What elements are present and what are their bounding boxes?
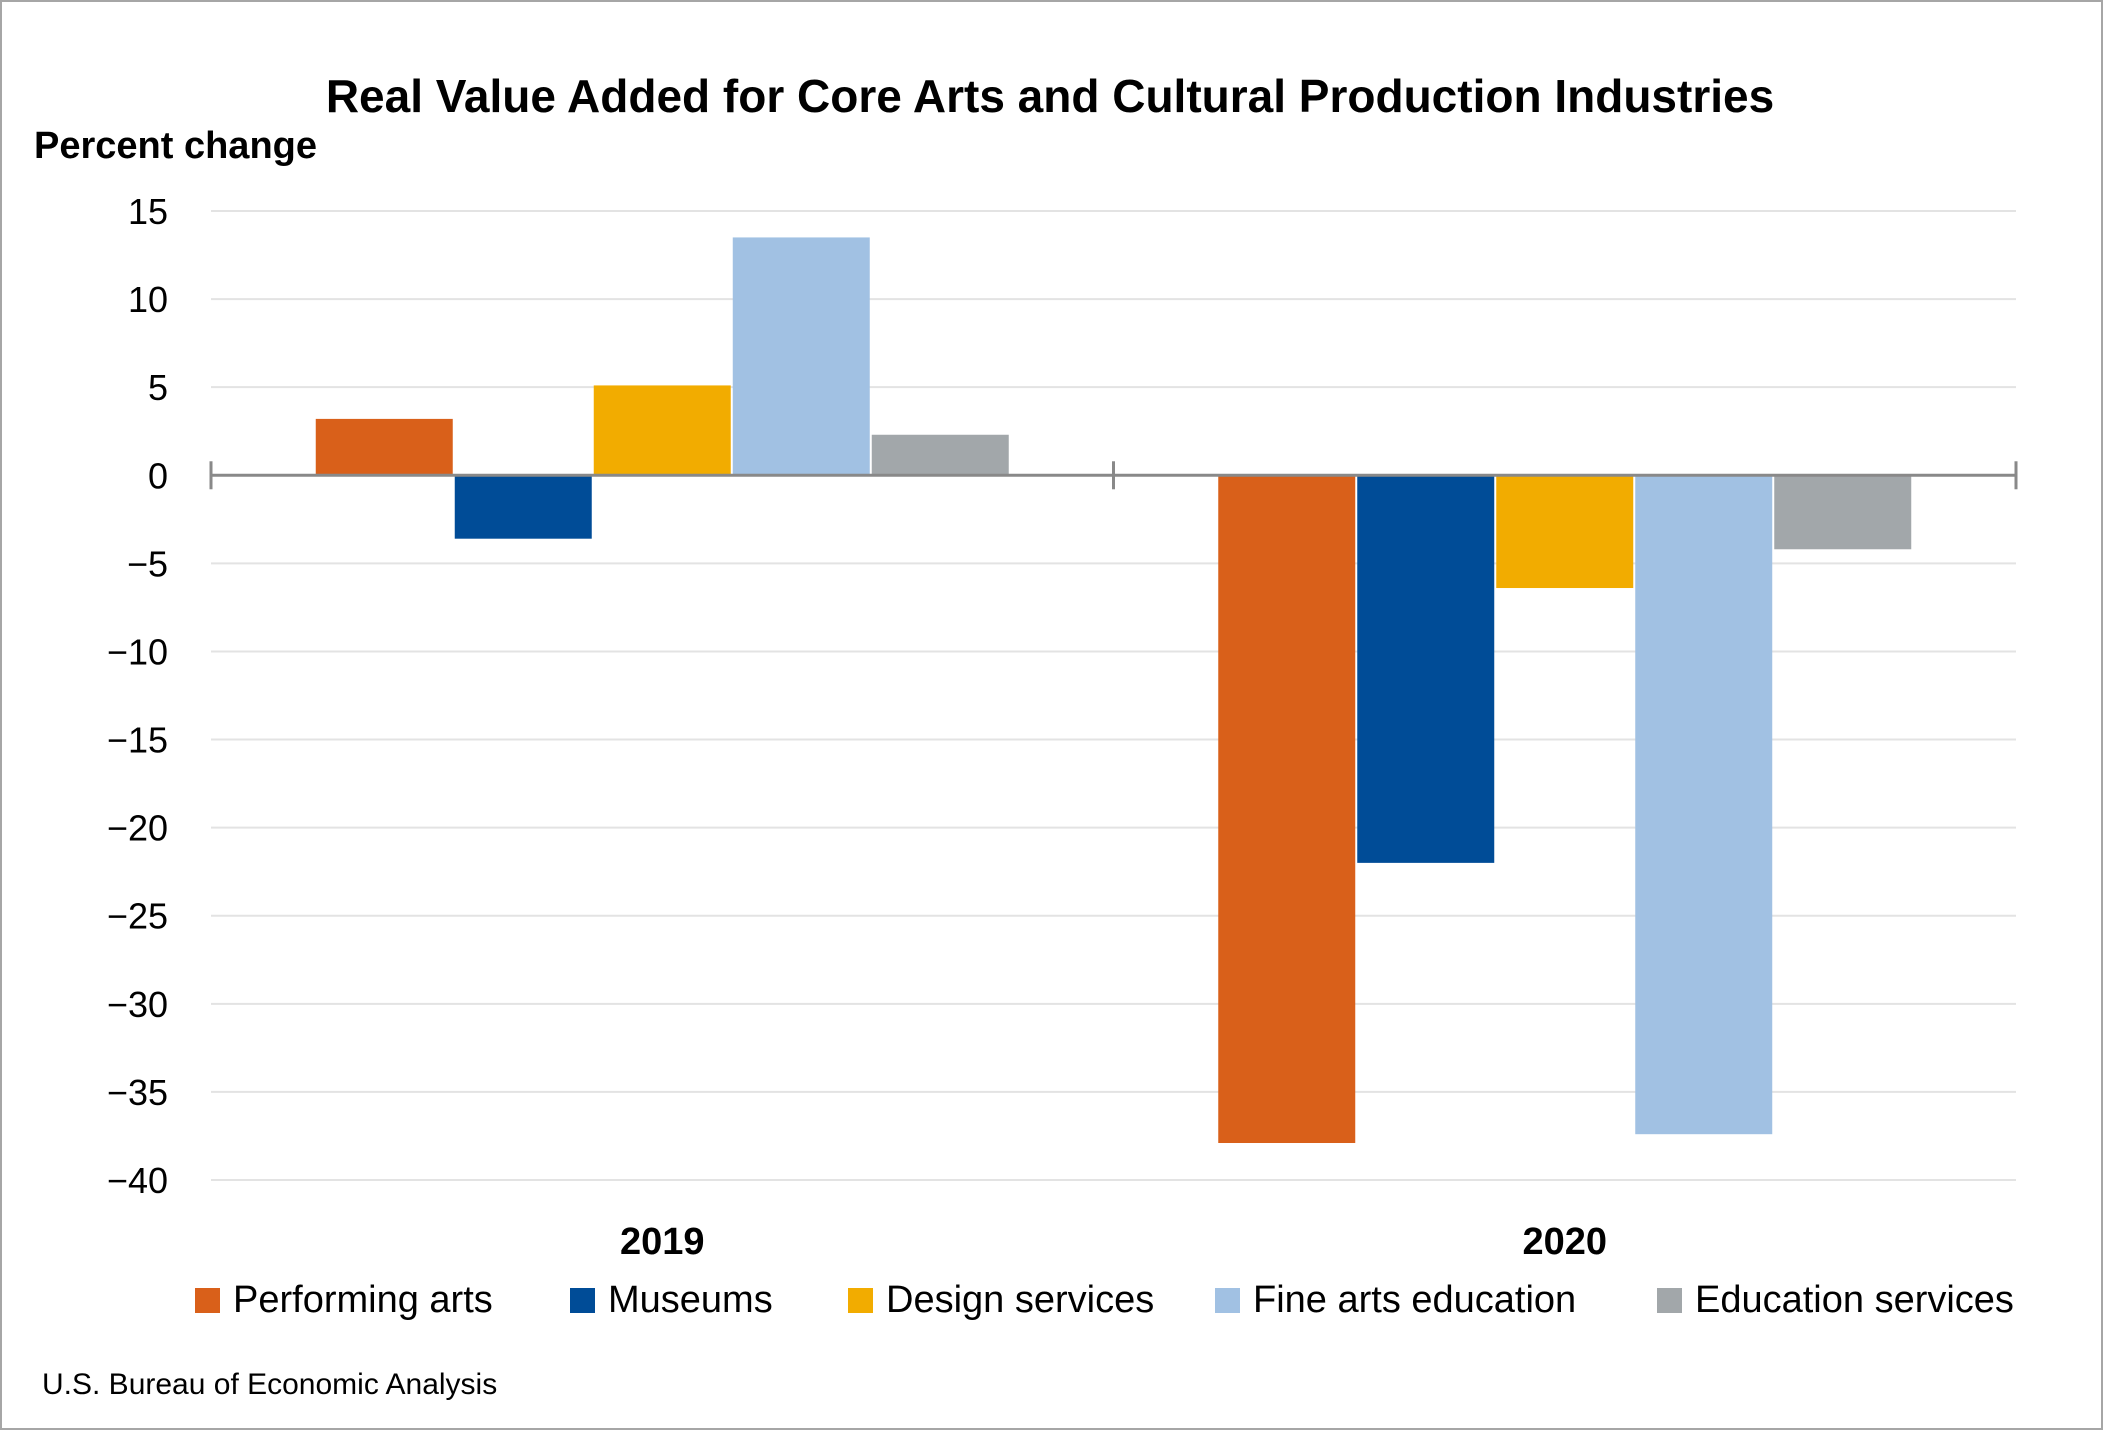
- legend-swatch: [1657, 1288, 1682, 1313]
- legend-item: Museums: [570, 1279, 773, 1321]
- legend-swatch: [195, 1288, 220, 1313]
- x-tick-label: 2019: [620, 1221, 705, 1263]
- chart-title: Real Value Added for Core Arts and Cultu…: [326, 70, 1774, 122]
- legend-label: Design services: [886, 1279, 1154, 1321]
- y-tick-label: −30: [107, 984, 168, 1025]
- source-note: U.S. Bureau of Economic Analysis: [42, 1368, 497, 1401]
- x-axis-labels: 2019 2020: [620, 1221, 1607, 1263]
- y-tick-label: −40: [107, 1160, 168, 1201]
- bar-museums-2019: [454, 475, 592, 539]
- x-tick-label: 2020: [1522, 1221, 1607, 1263]
- legend-item: Design services: [848, 1279, 1154, 1321]
- y-tick-label: −5: [127, 543, 168, 584]
- legend-swatch: [570, 1288, 595, 1313]
- legend-swatch: [1215, 1288, 1240, 1313]
- bars: [315, 237, 1912, 1144]
- legend-swatch: [848, 1288, 873, 1313]
- bar-performing-arts-2019: [315, 418, 453, 476]
- legend-label: Performing arts: [233, 1279, 493, 1321]
- bar-fine-arts-education-2019: [732, 237, 870, 476]
- bar-fine-arts-education-2020: [1635, 475, 1773, 1135]
- bar-education-services-2019: [871, 434, 1009, 476]
- legend-item: Education services: [1657, 1279, 2014, 1321]
- legend: Performing arts Museums Design services Fin…: [195, 1279, 2014, 1321]
- legend-label: Museums: [608, 1279, 773, 1321]
- legend-item: Fine arts education: [1215, 1279, 1576, 1321]
- bar-performing-arts-2020: [1218, 475, 1356, 1144]
- y-tick-label: −20: [107, 808, 168, 849]
- bar-museums-2020: [1357, 475, 1495, 863]
- x-axis: [209, 461, 2018, 490]
- y-tick-label: 5: [148, 367, 168, 408]
- bar-design-services-2019: [593, 385, 731, 476]
- y-tick-label: 10: [128, 279, 168, 320]
- y-tick-label: 0: [148, 455, 168, 496]
- bar-education-services-2020: [1774, 475, 1912, 550]
- y-axis-label: Percent change: [34, 125, 317, 167]
- y-axis-ticks: 15 10 5 0 −5 −10 −15 −20 −25 −30 −35 −40: [107, 191, 168, 1201]
- y-tick-label: −15: [107, 720, 168, 761]
- legend-item: Performing arts: [195, 1279, 493, 1321]
- legend-label: Fine arts education: [1253, 1279, 1576, 1321]
- y-tick-label: −10: [107, 631, 168, 672]
- legend-label: Education services: [1695, 1279, 2014, 1321]
- y-tick-label: 15: [128, 191, 168, 232]
- y-tick-label: −35: [107, 1072, 168, 1113]
- y-tick-label: −25: [107, 896, 168, 937]
- bar-design-services-2020: [1496, 475, 1634, 589]
